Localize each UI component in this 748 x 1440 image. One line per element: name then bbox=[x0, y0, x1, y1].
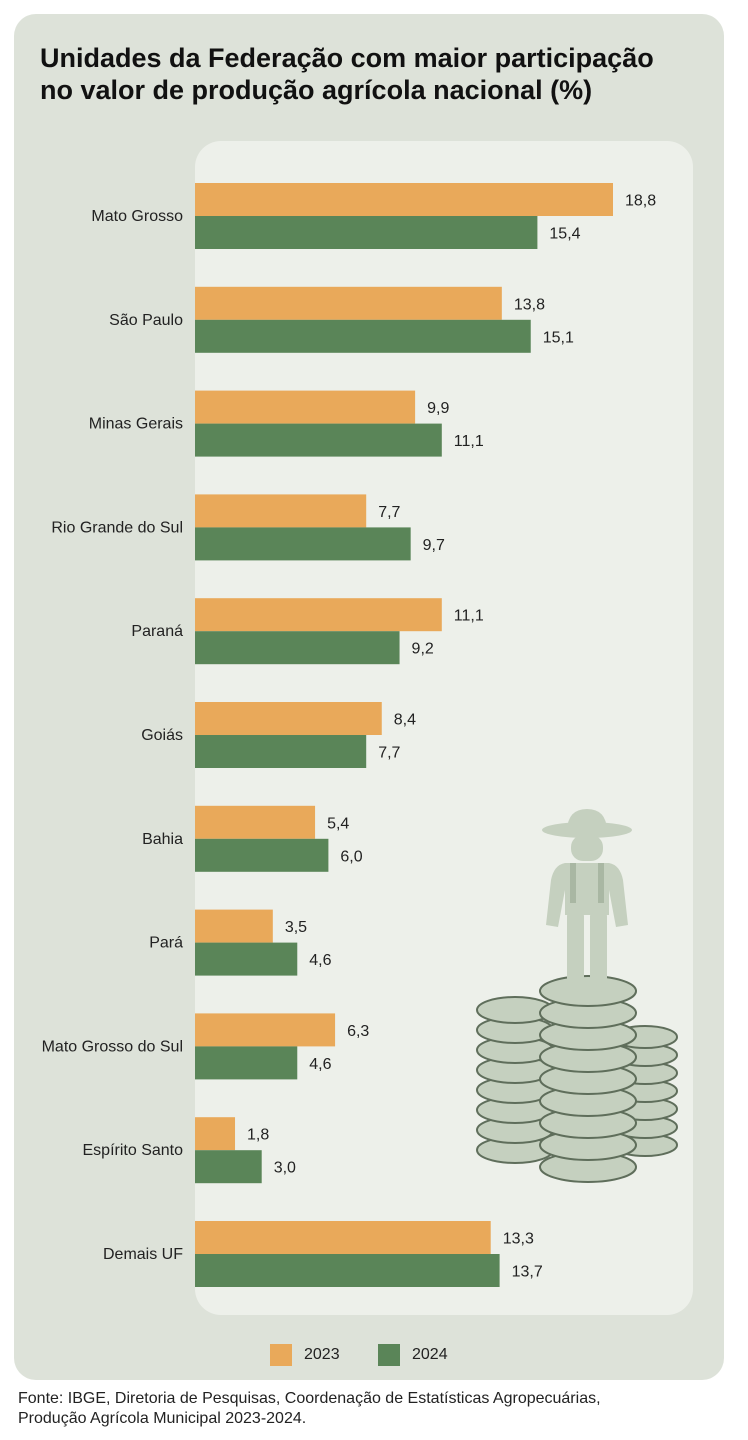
source-note: Fonte: IBGE, Diretoria de Pesquisas, Coo… bbox=[18, 1389, 738, 1429]
bar-2024-espirito-santo bbox=[195, 1150, 262, 1184]
bar-2024-bahia bbox=[195, 838, 329, 872]
value-label-2023-rio-grande-do-sul: 7,7 bbox=[378, 504, 400, 521]
bar-2023-mato-grosso-do-sul bbox=[195, 1013, 336, 1047]
legend-label-2023: 2023 bbox=[304, 1346, 340, 1363]
bar-2024-demais-uf bbox=[195, 1254, 500, 1287]
value-label-2024-minas-gerais: 11,1 bbox=[454, 433, 484, 450]
category-label-espirito-santo: Espírito Santo bbox=[83, 1142, 184, 1159]
bar-2024-rio-grande-do-sul bbox=[195, 527, 411, 561]
value-label-2023-minas-gerais: 9,9 bbox=[427, 400, 449, 417]
category-label-goias: Goiás bbox=[141, 727, 183, 744]
value-label-2024-parana: 9,2 bbox=[412, 641, 434, 658]
chart-title: Unidades da Federação com maior particip… bbox=[40, 42, 700, 106]
bar-2023-sao-paulo bbox=[195, 286, 502, 320]
value-label-2023-para: 3,5 bbox=[285, 919, 307, 936]
category-label-demais-uf: Demais UF bbox=[103, 1246, 183, 1263]
category-label-bahia: Bahia bbox=[142, 831, 183, 848]
bar-2023-espirito-santo bbox=[195, 1117, 236, 1151]
category-label-minas-gerais: Minas Gerais bbox=[89, 416, 183, 433]
farmer-on-coin-stacks-icon bbox=[476, 809, 678, 1183]
legend-label-2024: 2024 bbox=[412, 1346, 448, 1363]
bar-2024-mato-grosso-do-sul bbox=[195, 1046, 298, 1080]
value-label-2023-sao-paulo: 13,8 bbox=[514, 296, 545, 313]
chart-title-line-2: no valor de produção agrícola nacional (… bbox=[40, 75, 593, 105]
chart-title-line-1: Unidades da Federação com maior particip… bbox=[40, 43, 654, 73]
value-label-2024-mato-grosso: 15,4 bbox=[549, 226, 580, 243]
bar-2024-para bbox=[195, 942, 298, 976]
bar-2023-demais-uf bbox=[195, 1221, 491, 1254]
value-label-2023-mato-grosso-do-sul: 6,3 bbox=[347, 1023, 369, 1040]
category-label-mato-grosso: Mato Grosso bbox=[91, 208, 183, 225]
value-label-2023-parana: 11,1 bbox=[454, 608, 484, 625]
category-label-para: Pará bbox=[149, 935, 183, 952]
bar-2023-mato-grosso bbox=[195, 183, 613, 216]
category-label-parana: Paraná bbox=[131, 623, 183, 640]
bar-2023-para bbox=[195, 909, 273, 943]
source-line-1: Fonte: IBGE, Diretoria de Pesquisas, Coo… bbox=[18, 1390, 601, 1407]
value-label-2024-bahia: 6,0 bbox=[340, 848, 362, 865]
value-label-2024-goias: 7,7 bbox=[378, 745, 400, 762]
value-label-2023-mato-grosso: 18,8 bbox=[625, 193, 656, 210]
value-label-2024-sao-paulo: 15,1 bbox=[543, 329, 574, 346]
left-coin-stack bbox=[476, 996, 554, 1164]
farmer-figure bbox=[542, 809, 632, 992]
bar-2024-mato-grosso bbox=[195, 216, 538, 249]
center-coin-stack bbox=[539, 975, 637, 1183]
bar-2024-minas-gerais bbox=[195, 423, 442, 457]
bar-2023-minas-gerais bbox=[195, 390, 416, 424]
value-label-2023-espirito-santo: 1,8 bbox=[247, 1127, 269, 1144]
value-label-2024-mato-grosso-do-sul: 4,6 bbox=[309, 1056, 331, 1073]
category-label-sao-paulo: São Paulo bbox=[109, 312, 183, 329]
value-label-2024-para: 4,6 bbox=[309, 952, 331, 969]
source-line-2: Produção Agrícola Municipal 2023-2024. bbox=[18, 1410, 307, 1427]
bar-2024-sao-paulo bbox=[195, 319, 531, 353]
bar-2023-bahia bbox=[195, 805, 316, 839]
bar-2024-goias bbox=[195, 735, 367, 768]
value-label-2024-rio-grande-do-sul: 9,7 bbox=[423, 537, 445, 554]
value-label-2023-bahia: 5,4 bbox=[327, 815, 349, 832]
value-label-2023-goias: 8,4 bbox=[394, 712, 416, 729]
bar-2024-parana bbox=[195, 631, 400, 665]
legend-swatch-2024 bbox=[378, 1344, 400, 1366]
category-label-rio-grande-do-sul: Rio Grande do Sul bbox=[51, 519, 183, 536]
bar-2023-parana bbox=[195, 598, 442, 632]
category-label-mato-grosso-do-sul: Mato Grosso do Sul bbox=[42, 1038, 183, 1055]
value-label-2024-espirito-santo: 3,0 bbox=[274, 1160, 296, 1177]
bar-2023-goias bbox=[195, 702, 382, 735]
legend-swatch-2023 bbox=[270, 1344, 292, 1366]
bar-2023-rio-grande-do-sul bbox=[195, 494, 367, 528]
value-label-2024-demais-uf: 13,7 bbox=[512, 1264, 543, 1281]
value-label-2023-demais-uf: 13,3 bbox=[503, 1231, 534, 1248]
